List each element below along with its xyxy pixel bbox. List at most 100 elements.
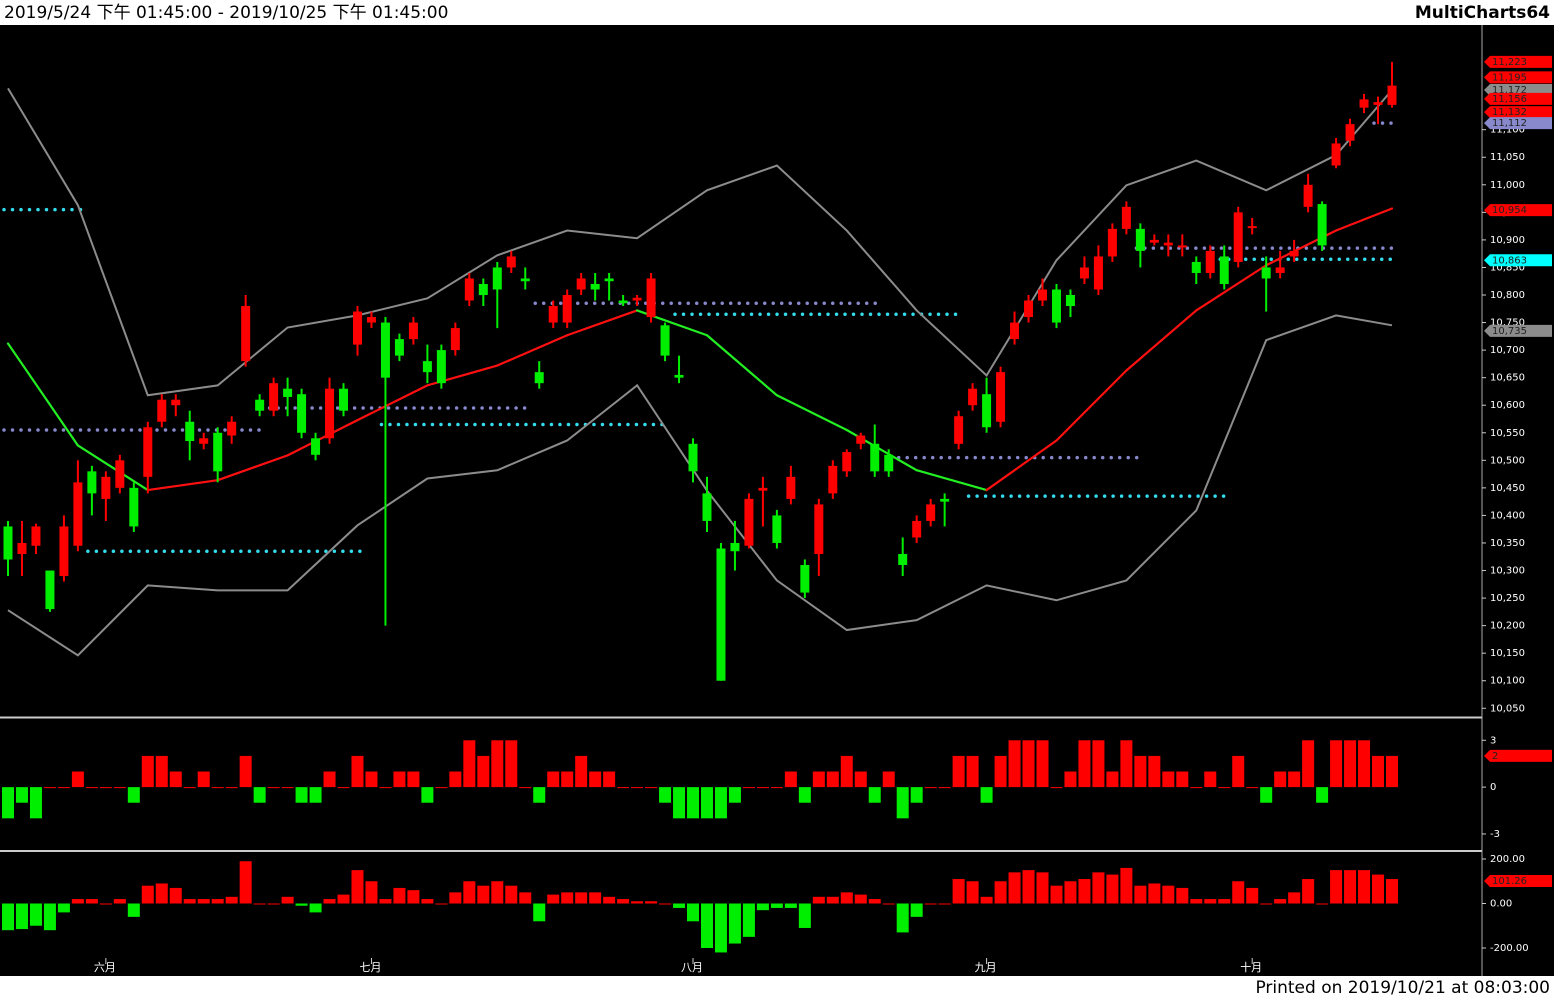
histogram-bar — [169, 771, 182, 788]
histogram-bar — [840, 755, 853, 788]
histogram-bar — [309, 787, 322, 803]
price-tag-label: 11,172 — [1492, 85, 1527, 96]
moving-average — [356, 384, 429, 422]
histogram-bar — [645, 901, 658, 904]
histogram-bar — [449, 892, 462, 904]
price-tag-label: 10,863 — [1492, 255, 1527, 266]
histogram-bar — [1148, 883, 1161, 904]
histogram-bar — [826, 896, 839, 904]
histogram-bar — [253, 903, 266, 905]
histogram-bar — [1246, 887, 1259, 904]
candle-body — [688, 443, 698, 472]
candle-body — [1345, 124, 1355, 141]
histogram-bar — [714, 787, 727, 819]
y-tick-label: 10,400 — [1490, 510, 1525, 521]
histogram-bar — [407, 890, 420, 904]
candle-body — [548, 306, 558, 323]
price-tag-label: 2 — [1492, 751, 1498, 762]
histogram-bar — [351, 870, 364, 904]
histogram-bar — [309, 903, 322, 913]
histogram-bar — [1120, 867, 1133, 904]
candle-body — [115, 460, 125, 488]
candle-body — [1261, 267, 1271, 279]
moving-average — [566, 309, 639, 337]
histogram-bar — [924, 787, 937, 789]
histogram-bar — [547, 894, 560, 904]
candle-body — [1135, 228, 1145, 251]
histogram-bar — [882, 771, 895, 788]
bollinger-band — [7, 87, 1393, 397]
histogram-bar — [1358, 740, 1371, 788]
candle-body — [912, 520, 922, 538]
histogram-bar — [85, 787, 98, 789]
candle-body — [101, 476, 111, 499]
candle-body — [576, 278, 586, 290]
histogram-bar — [421, 787, 434, 803]
y-tick-label: 10,600 — [1490, 400, 1525, 411]
price-tag — [1484, 254, 1552, 267]
price-tag-label: 10,954 — [1492, 205, 1527, 216]
histogram-bar — [728, 787, 741, 803]
candle-body — [408, 322, 418, 340]
histogram-bar — [113, 899, 126, 904]
candle-body — [227, 421, 237, 436]
y-tick-label: 10,900 — [1490, 235, 1525, 246]
candle-body — [730, 542, 740, 552]
candle-body — [1387, 85, 1397, 105]
y-tick-label: 10,750 — [1490, 318, 1525, 329]
histogram-bar — [1078, 740, 1091, 788]
histogram-bar — [1232, 755, 1245, 788]
histogram-bar — [15, 903, 28, 930]
histogram-bar — [141, 755, 154, 788]
histogram-bar — [1134, 885, 1147, 904]
histogram-bar — [645, 787, 658, 789]
candle-body — [59, 526, 69, 577]
candle-body — [758, 487, 768, 491]
histogram-bar — [183, 787, 196, 789]
candle-body — [31, 526, 41, 546]
y-tick-label: 10,300 — [1490, 566, 1525, 577]
candle-body — [1163, 242, 1173, 246]
candle-body — [1051, 289, 1061, 323]
histogram-bar — [1022, 740, 1035, 788]
histogram-bar — [1288, 771, 1301, 788]
candle-body — [1289, 250, 1299, 257]
histogram-bar — [281, 787, 294, 789]
histogram-bar — [1260, 903, 1273, 905]
histogram-bar — [519, 892, 532, 904]
candle-body — [339, 388, 349, 411]
histogram-bar — [617, 787, 630, 789]
candle-body — [87, 471, 97, 494]
histogram-bar — [1078, 879, 1091, 904]
histogram-bar — [435, 903, 448, 905]
candle-body — [436, 350, 446, 384]
histogram-bar — [1302, 879, 1315, 904]
histogram-bar — [197, 771, 210, 788]
candle-body — [1177, 245, 1187, 248]
candle-body — [1010, 322, 1020, 340]
histogram-bar — [561, 771, 574, 788]
candle-body — [464, 278, 474, 301]
moving-average — [1195, 264, 1268, 312]
moving-average — [705, 334, 778, 397]
histogram-bar — [617, 899, 630, 904]
histogram-bar — [659, 903, 672, 905]
histogram-bar — [533, 787, 546, 803]
histogram-bar — [1372, 755, 1385, 788]
histogram-bar — [15, 787, 28, 803]
histogram-bar — [700, 903, 713, 948]
histogram-bar — [756, 903, 769, 911]
price-tag-label: 11,112 — [1492, 118, 1527, 129]
histogram-bar — [840, 892, 853, 904]
histogram-bar — [1162, 771, 1175, 788]
y-tick-label: 11,000 — [1490, 180, 1525, 191]
histogram-bar — [673, 787, 686, 819]
candle-body — [898, 553, 908, 566]
histogram-bar — [1022, 870, 1035, 904]
candle-body — [772, 515, 782, 543]
histogram-bar — [295, 787, 308, 803]
histogram-bar — [1106, 771, 1119, 788]
histogram-bar — [659, 787, 672, 803]
histogram-bar — [756, 787, 769, 789]
